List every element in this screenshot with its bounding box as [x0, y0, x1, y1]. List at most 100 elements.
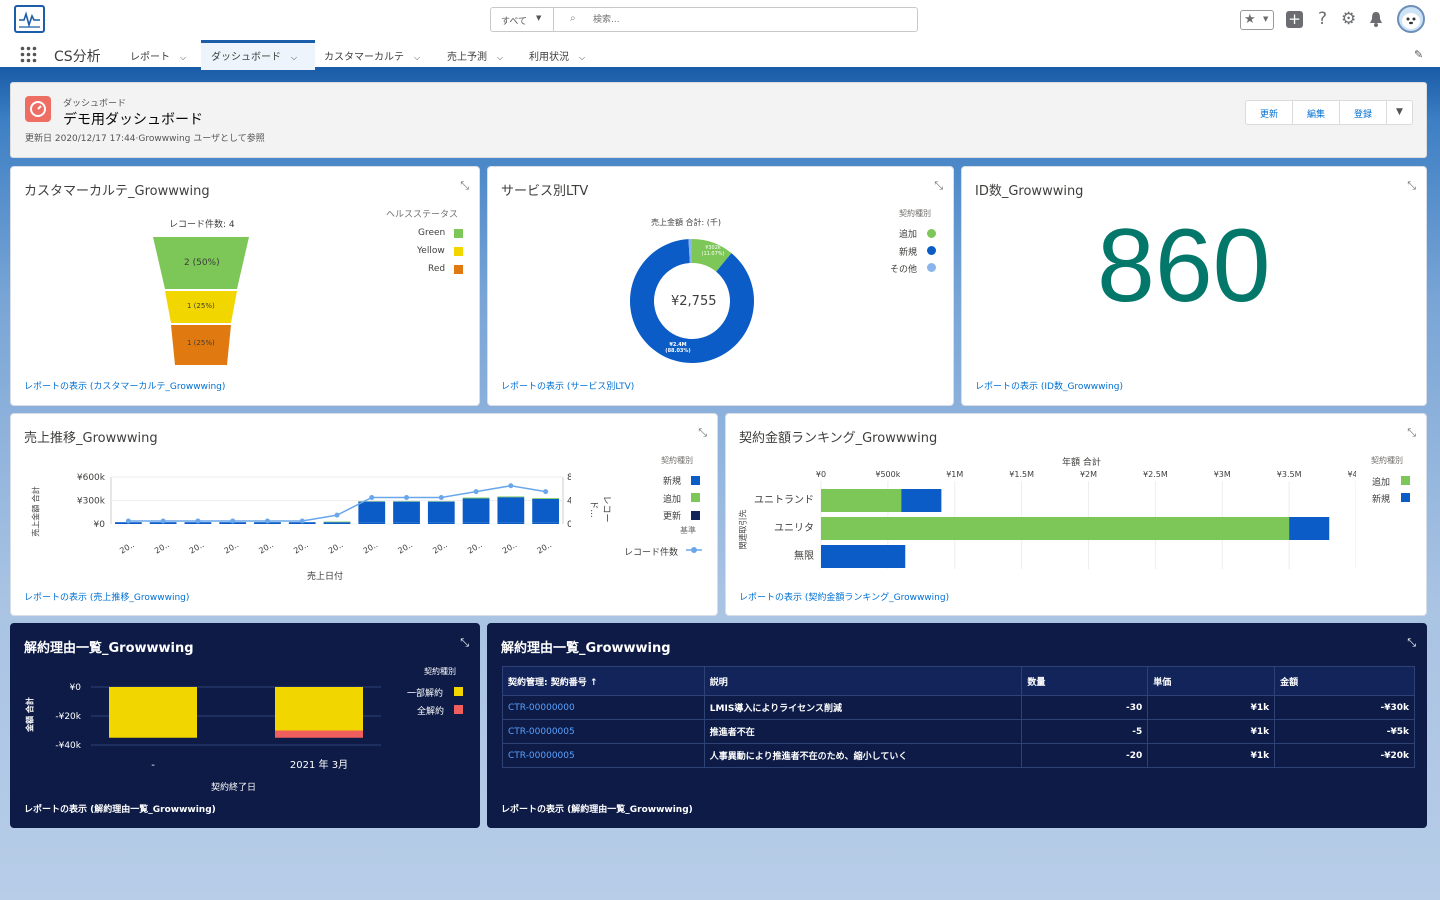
avatar[interactable] [1397, 5, 1425, 33]
bell-icon[interactable] [1368, 11, 1384, 30]
legend-title: 契約種別 [899, 209, 931, 218]
x-axis-title: 契約終了日 [211, 783, 257, 793]
widget-title: 契約金額ランキング_Growwwing [739, 431, 938, 446]
widget-title: カスタマーカルテ_Growwwing [24, 184, 210, 199]
bar-segment [323, 522, 351, 524]
line-point [195, 518, 201, 524]
view-report-link[interactable]: レポートの表示 (ID数_Growwwing) [975, 382, 1123, 392]
table-cell: ¥1k [1147, 743, 1276, 768]
chevron-down-icon: ▼ [536, 14, 542, 22]
line-point [543, 489, 549, 495]
view-report-link[interactable]: レポートの表示 (サービス別LTV) [501, 382, 635, 392]
funnel-stage-green[interactable] [153, 237, 249, 289]
cancellation-table: 契約管理: 契約番号 ↑ 説明 数量 単価 金額 CTR-00000000 LM… [502, 666, 1415, 768]
x-axis-title: 年額 合計 [1062, 458, 1101, 468]
legend-item-label: Red [428, 264, 446, 274]
expand-icon[interactable]: ⤡ [1407, 636, 1416, 649]
column-header[interactable]: 説明 [703, 666, 1023, 696]
table-cell: LMIS導入によりライセンス削減 [703, 695, 1023, 720]
search-input[interactable] [555, 8, 915, 31]
legend-title: 基準 [680, 526, 696, 535]
line-point [438, 495, 444, 500]
contract-number-link[interactable]: CTR-00000005 [502, 719, 705, 744]
widget-title: 解約理由一覧_Growwwing [501, 641, 671, 656]
widget-customer-karte: カスタマーカルテ_Growwwing ⤡ レコード件数: 4 2 (50%) 1… [10, 166, 480, 406]
widget-sales-trend: 売上推移_Growwwing ⤡ 売上金額 合計 レコード... ¥600k ¥3… [10, 413, 718, 616]
nav-item-usage[interactable]: 利用状況 ⌵ [529, 48, 585, 63]
y-axis-title: 売上金額 合計 [31, 486, 41, 537]
funnel-label: 1 (25%) [187, 302, 215, 310]
favorites-button[interactable]: ★ ▼ [1240, 10, 1274, 30]
column-header[interactable]: 金額 [1274, 666, 1415, 696]
column-header[interactable]: 数量 [1021, 666, 1149, 696]
chevron-down-icon: ⌵ [414, 53, 421, 62]
view-report-link[interactable]: レポートの表示 (カスタマーカルテ_Growwwing) [24, 382, 226, 392]
nav-item-customer-karte[interactable]: カスタマーカルテ ⌵ [324, 48, 420, 63]
legend-swatch [691, 476, 700, 485]
funnel-stage-red[interactable] [171, 325, 231, 365]
metric-value: 860 [1097, 208, 1271, 324]
legend-line-swatch [686, 547, 702, 553]
subscribe-button[interactable]: 登録 [1339, 100, 1387, 125]
nav-item-forecast[interactable]: 売上予測 ⌵ [447, 48, 503, 63]
x-tick-label: 20.. [362, 540, 380, 555]
view-report-link[interactable]: レポートの表示 (解約理由一覧_Growwwing) [501, 805, 693, 815]
widget-service-ltv: サービス別LTV ⤡ 売上金額 合計: (千) ¥2,755 ¥302k (11… [487, 166, 954, 406]
search-scope-select[interactable]: すべて ▼ [491, 8, 554, 31]
expand-icon[interactable]: ⤡ [460, 179, 469, 192]
expand-icon[interactable]: ⤡ [1407, 179, 1416, 192]
legend-swatch [1401, 476, 1410, 485]
chevron-down-icon: ⌵ [579, 53, 586, 62]
x-tick-label: 20.. [466, 540, 484, 555]
x-tick-label: 20.. [292, 540, 310, 555]
expand-icon[interactable]: ⤡ [1407, 426, 1416, 439]
edit-nav-icon[interactable]: ✎ [1414, 48, 1424, 61]
add-icon[interactable]: + [1286, 11, 1303, 28]
x-tick-label: ¥2M [1080, 470, 1097, 479]
x-tick-label: - [151, 760, 155, 771]
expand-icon[interactable]: ⤡ [934, 179, 943, 192]
view-report-link[interactable]: レポートの表示 (契約金額ランキング_Growwwing) [739, 593, 950, 603]
table-cell: -20 [1021, 743, 1149, 768]
app-launcher-icon[interactable] [20, 46, 37, 63]
table-cell: 人事異動により推進者不在のため、縮小していく [703, 743, 1023, 768]
line-point [508, 483, 514, 489]
contract-number-link[interactable]: CTR-00000000 [502, 695, 705, 720]
donut-slice [692, 239, 732, 272]
view-report-link[interactable]: レポートの表示 (解約理由一覧_Growwwing) [24, 805, 216, 815]
nav-active-indicator [201, 40, 315, 70]
y2-tick-label: 8 [567, 473, 571, 483]
table-row: CTR-00000000 LMIS導入によりライセンス削減 -30 ¥1k -¥… [502, 695, 1415, 720]
cancellation-chart: ¥0 -¥20k -¥40k - 2021 年 3月 [55, 683, 381, 771]
nav-item-reports[interactable]: レポート ⌵ [130, 48, 186, 63]
nav-item-dashboards[interactable]: ダッシュボード ⌵ [211, 48, 297, 63]
donut-slice [688, 239, 692, 264]
x-tick-label: ¥2.5M [1143, 470, 1168, 479]
view-report-link[interactable]: レポートの表示 (売上推移_Growwwing) [24, 593, 190, 603]
widget-cancellation-table: 解約理由一覧_Growwwing ⤡ 契約管理: 契約番号 ↑ 説明 数量 単価… [487, 623, 1427, 828]
gear-icon[interactable]: ⚙ [1341, 9, 1357, 29]
x-tick-label: ¥3.5M [1277, 470, 1302, 479]
bar-segment [532, 498, 559, 499]
expand-icon[interactable]: ⤡ [460, 636, 469, 649]
expand-icon[interactable]: ⤡ [698, 426, 707, 439]
x-tick-label: 20.. [118, 540, 136, 555]
contract-number-link[interactable]: CTR-00000005 [502, 743, 705, 768]
bar-segment [532, 522, 559, 524]
table-cell: ¥1k [1147, 695, 1276, 720]
column-header[interactable]: 契約管理: 契約番号 ↑ [502, 666, 705, 696]
y-tick-label: ¥600k [77, 473, 106, 483]
legend-swatch [454, 705, 463, 714]
bar-segment [821, 489, 902, 512]
edit-button[interactable]: 編集 [1292, 100, 1340, 125]
column-header[interactable]: 単価 [1147, 666, 1276, 696]
funnel-label: 1 (25%) [187, 339, 215, 347]
more-actions-button[interactable]: ▼ [1386, 100, 1413, 125]
funnel-stage-yellow[interactable] [165, 291, 237, 323]
table-cell: -¥30k [1274, 695, 1415, 720]
bar-segment [393, 522, 420, 524]
app-logo[interactable] [14, 5, 45, 33]
widget-title: 売上推移_Growwwing [24, 431, 158, 446]
refresh-button[interactable]: 更新 [1245, 100, 1293, 125]
help-icon[interactable]: ? [1318, 9, 1328, 29]
